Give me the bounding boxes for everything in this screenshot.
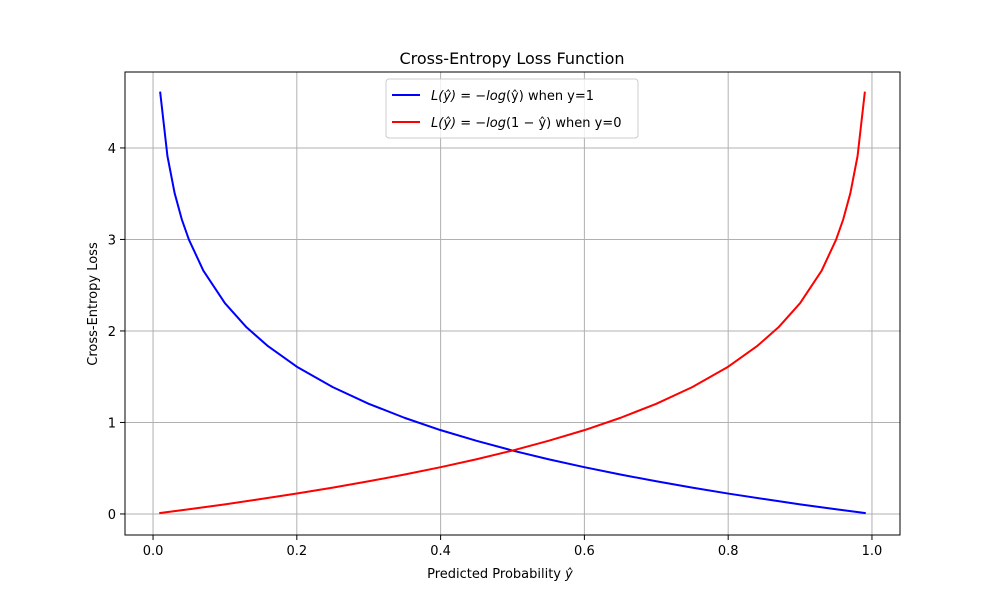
x-tick-label: 0.6 [574,544,595,559]
chart-title: Cross-Entropy Loss Function [399,49,624,68]
y-axis-label: Cross-Entropy Loss [86,242,101,366]
legend-label-y1: L(ŷ) = −log(ŷ) when y=1 [431,89,594,104]
y-tick-label: 4 [108,142,116,157]
y-tick-label: 0 [108,508,116,523]
legend-label-y0-suffix: when y=0 [551,116,621,131]
axis-ticks: 0.0 0.2 0.4 0.6 0.8 1.0 0 1 2 3 4 [108,142,883,559]
grid-lines [125,72,900,535]
series-line-y1 [159,91,866,515]
legend: L(ŷ) = −log(ŷ) when y=1 L(ŷ) = −log(1 − … [385,78,639,139]
legend-label-y1-func: log [486,89,506,104]
legend-label-y1-arg: (ŷ) [506,89,524,104]
x-tick-label: 0.8 [718,544,739,559]
legend-label-y1-prefix: L(ŷ) = − [431,89,486,104]
y-tick-label: 2 [108,325,116,340]
legend-label-y0-func: log [486,116,506,131]
series-line-y0 [159,91,866,515]
plot-frame [124,71,901,536]
x-tick-label: 1.0 [862,544,883,559]
x-axis-label-text: Predicted Probability [427,567,561,582]
x-tick-label: 0.0 [143,544,164,559]
legend-label-y0-prefix: L(ŷ) = − [431,116,486,131]
legend-label-y0-arg: (1 − ŷ) [506,116,551,131]
y-tick-label: 1 [108,416,116,431]
x-axis-label-symbol: ŷ [564,567,573,582]
x-axis-label: Predicted Probability ŷ [427,567,573,582]
legend-label-y1-suffix: when y=1 [524,89,594,104]
series-layer [159,91,866,515]
legend-label-y0: L(ŷ) = −log(1 − ŷ) when y=0 [431,116,621,131]
y-tick-label: 3 [108,233,116,248]
legend-box [385,78,639,139]
x-tick-label: 0.4 [430,544,451,559]
x-tick-label: 0.2 [286,544,307,559]
